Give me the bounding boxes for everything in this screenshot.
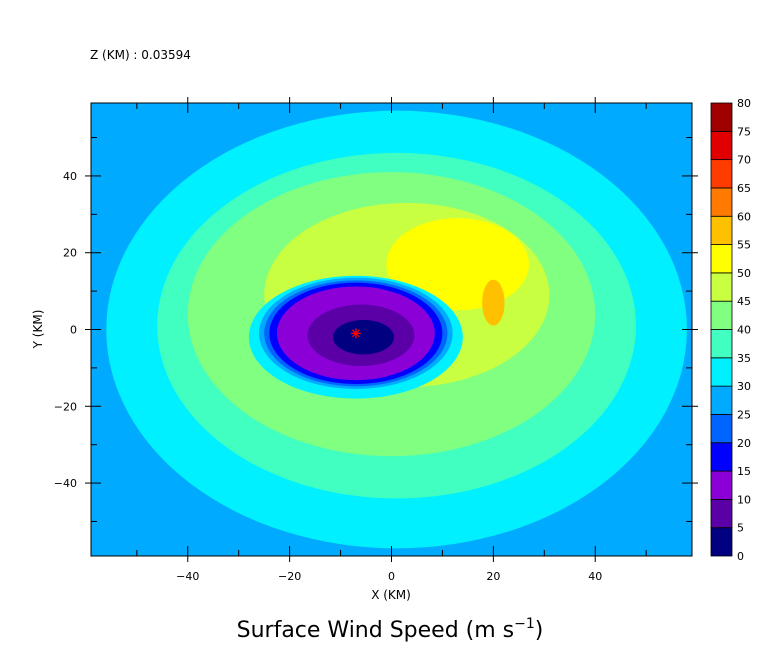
y-tick-label: 0 [70,324,77,337]
title-close: ) [535,618,544,643]
x-tick-label: 20 [486,570,500,583]
colorbar-segment [710,414,733,444]
colorbar-label: 40 [737,324,751,337]
colorbar-segment [710,357,733,387]
contour-region-55-60 [482,279,505,326]
title-exponent: −1 [514,616,535,632]
colorbar-segment [710,329,733,359]
chart-title: Surface Wind Speed (m s−1) [237,616,544,643]
colorbar-label: 55 [737,239,751,252]
colorbar-segment [710,300,733,330]
colorbar-label: 25 [737,408,751,421]
colorbar-label: 15 [737,465,751,478]
colorbar-segment [710,498,733,529]
colorbar-label: 60 [737,210,751,223]
colorbar-label: 80 [737,97,751,110]
title-main: Surface Wind Speed (m s [237,618,515,643]
colorbar-segment [710,244,733,274]
plot-frame [90,102,693,557]
colorbar-label: 65 [737,182,751,195]
colorbar-label: 10 [737,493,751,506]
y-tick-label: 20 [63,247,77,260]
colorbar-segment [710,272,733,302]
x-tick-label: −40 [176,570,199,583]
y-tick-label: 40 [63,170,77,183]
colorbar-label: 70 [737,154,751,167]
x-axis-label: X (KM) [371,588,411,602]
y-axis-label: Y (KM) [31,310,45,350]
colorbar-segment [710,130,733,161]
colorbar-segment [710,442,733,472]
colorbar-segment [710,187,733,217]
colorbar-label: 35 [737,352,751,365]
y-tick-labels: −40 −20 0 20 40 [54,170,77,490]
colorbar-segment [710,385,733,415]
height-label: Z (KM) : 0.03594 [90,48,191,62]
colorbar-label: 50 [737,267,751,280]
colorbar-label: 45 [737,295,751,308]
colorbar-label: 0 [737,550,744,563]
colorbar: 0 5 10 15 20 25 30 35 40 45 50 55 60 65 70 75 80 [710,97,751,563]
colorbar-label: 20 [737,437,751,450]
colorbar-segment [710,527,733,557]
y-tick-label: −40 [54,477,77,490]
colorbar-label: 5 [737,522,744,535]
contour-region-0-5 [332,319,395,355]
colorbar-label: 30 [737,380,751,393]
axis-ticks [85,97,698,562]
x-tick-label: 40 [588,570,602,583]
x-tick-labels: −40 −20 0 20 40 [176,570,602,583]
colorbar-segment [710,215,733,245]
colorbar-segment [710,470,733,500]
storm-center-marker [350,328,361,339]
colorbar-segment [710,102,733,132]
contour-fill-group [91,103,692,556]
x-tick-label: −20 [278,570,301,583]
x-tick-label: 0 [388,570,395,583]
colorbar-segment [710,159,733,189]
y-tick-label: −20 [54,400,77,413]
colorbar-label: 75 [737,125,751,138]
